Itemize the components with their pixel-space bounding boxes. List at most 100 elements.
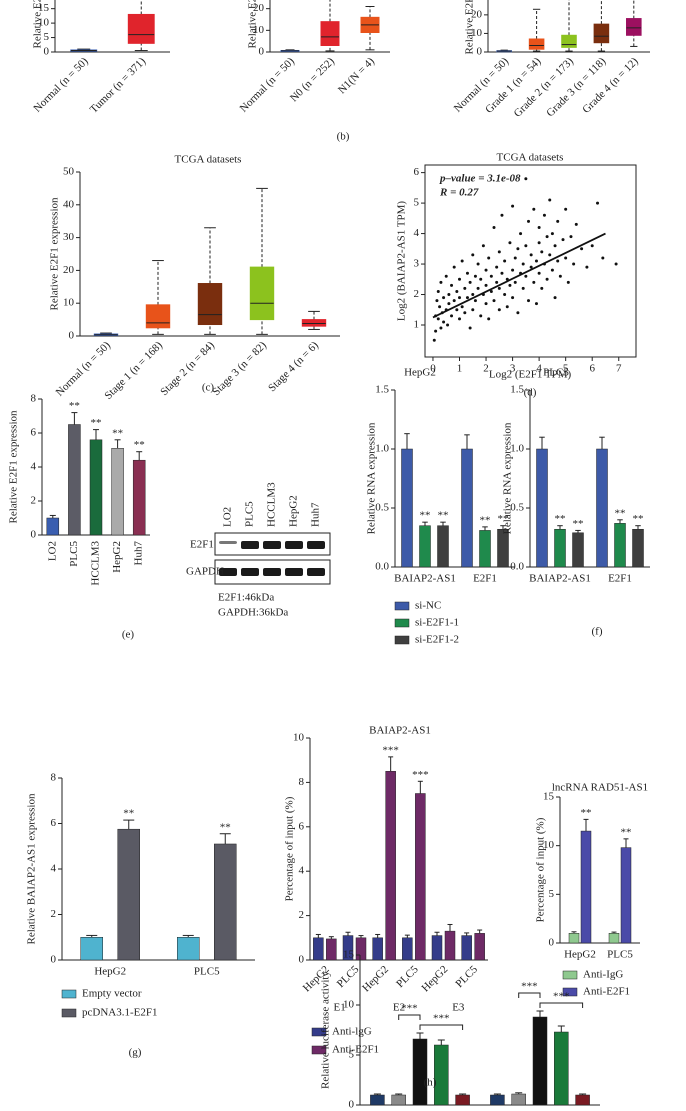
point: [434, 329, 438, 333]
x-tick-label: 6: [589, 363, 595, 375]
legend-swatch: [562, 987, 578, 997]
x-axis-label: Log2 (E2F1 TPM): [489, 369, 572, 381]
bar: [89, 439, 103, 536]
bar: [461, 448, 473, 568]
y-tick-label: 40: [63, 198, 75, 210]
significance: **: [615, 507, 626, 519]
y-tick-label: 0: [44, 46, 50, 58]
point: [479, 314, 483, 318]
chart-title: HepG2: [404, 367, 436, 379]
point: [558, 274, 562, 278]
y-tick-label: 0: [299, 954, 305, 966]
bar: [431, 935, 443, 961]
band: [285, 541, 303, 549]
bar: [632, 528, 644, 568]
x-tick-label: 2: [483, 363, 489, 375]
bar: [132, 459, 146, 536]
y-tick-label: 10: [38, 17, 50, 29]
group-label: E3: [452, 1002, 465, 1014]
y-tick-label: 0: [549, 937, 555, 949]
x-tick-label: Stage 4 (n = 6): [266, 339, 321, 394]
point: [596, 201, 600, 205]
band: [263, 541, 281, 549]
y-tick-label: 30: [63, 231, 75, 243]
point: [511, 268, 515, 272]
bar: [372, 937, 383, 961]
y-tick-label: 20: [253, 2, 265, 14]
point: [511, 204, 515, 208]
point: [537, 271, 541, 275]
significance: **: [555, 513, 566, 525]
x-tick-label: E2F1: [473, 573, 497, 585]
x-tick-label: Normal (n = 50): [452, 55, 512, 115]
point: [561, 238, 565, 242]
y-tick-label: 0.0: [510, 561, 524, 573]
y-axis-label: Relative E2F1 expression: [464, 0, 476, 55]
point: [519, 232, 523, 236]
bracket-label: ***: [553, 991, 570, 1003]
bar: [532, 1016, 548, 1106]
y-tick-label: 1: [414, 319, 420, 331]
x-tick-label: HepG2: [111, 541, 123, 573]
significance: **: [621, 826, 632, 838]
box: [593, 23, 610, 44]
y-tick-label: 10: [253, 24, 265, 36]
band: [307, 541, 325, 549]
point: [450, 314, 454, 318]
point: [487, 256, 491, 260]
legend-label: Anti-lgG: [332, 1026, 372, 1038]
point: [471, 253, 475, 257]
point: [542, 213, 546, 217]
bar: [479, 530, 491, 568]
y-axis-label: Relative E2F1 expression: [8, 410, 20, 524]
bar: [80, 937, 103, 961]
y-tick-label: 4: [51, 863, 57, 875]
bar: [575, 1094, 590, 1106]
x-tick-label: PLC5: [607, 949, 633, 961]
x-tick-label: 3: [510, 363, 516, 375]
significance: ***: [382, 744, 399, 756]
y-tick-label: 20: [63, 264, 75, 276]
point: [446, 323, 450, 327]
point: [537, 241, 541, 245]
y-tick-label: 1.0: [510, 443, 524, 455]
point: [468, 326, 472, 330]
point: [458, 277, 462, 281]
point: [471, 293, 475, 297]
x-tick-label: Normal (n = 50): [54, 339, 114, 399]
bar: [572, 532, 584, 568]
significance: **: [420, 510, 431, 522]
y-tick-label: 15: [543, 791, 555, 803]
bar: [568, 933, 580, 944]
point: [452, 299, 456, 303]
band: [241, 568, 259, 576]
significance: **: [581, 807, 592, 819]
band: [307, 568, 325, 576]
box: [528, 38, 545, 50]
y-tick-label: 0: [349, 1099, 355, 1111]
y-tick-label: 8: [51, 772, 57, 784]
point: [468, 280, 472, 284]
point: [574, 222, 578, 226]
legend-label: Anti-E2F1: [583, 986, 630, 998]
point: [452, 265, 456, 269]
bar: [401, 448, 413, 568]
point: [447, 302, 451, 306]
box: [626, 18, 642, 36]
bar: [419, 525, 431, 568]
point: [521, 262, 525, 266]
y-axis-label: Relative RNA expression: [502, 422, 514, 534]
point: [527, 299, 531, 303]
y-tick-label: 0: [31, 529, 37, 541]
point: [511, 296, 515, 300]
chart-title: TCGA datasets: [175, 154, 242, 166]
bar: [434, 1044, 449, 1106]
panel-label: (d): [524, 387, 537, 399]
x-tick-label: HepG2: [94, 966, 126, 978]
significance: **: [633, 513, 644, 525]
lane-label: PLC5: [244, 501, 256, 527]
significance: **: [134, 439, 145, 451]
point: [450, 283, 454, 287]
x-tick-label: E2F1: [608, 573, 632, 585]
point: [569, 235, 573, 239]
